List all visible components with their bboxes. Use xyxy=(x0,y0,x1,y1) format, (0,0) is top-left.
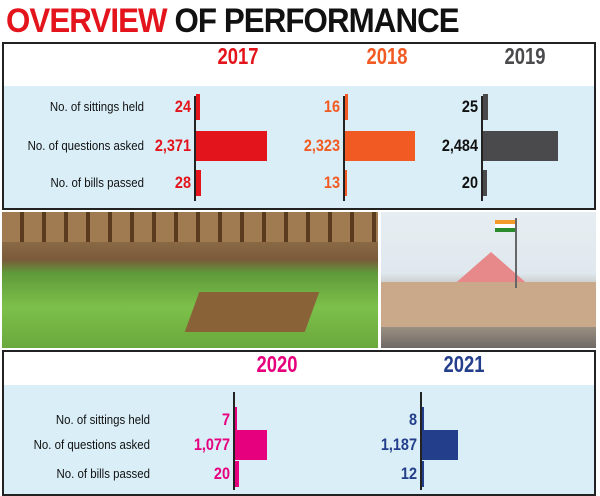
data-label: 7 xyxy=(221,410,230,429)
assembly-hall-photo xyxy=(2,212,378,348)
data-label: 20 xyxy=(461,173,478,192)
bar-2017-0 xyxy=(196,94,201,120)
assembly-building-photo xyxy=(381,212,596,348)
data-label: 20 xyxy=(213,464,230,483)
category-label: No. of sittings held xyxy=(49,99,144,114)
data-label: 2,323 xyxy=(303,136,340,155)
year-heading-2017: 2017 xyxy=(217,43,259,69)
bar-2017-2 xyxy=(196,170,202,196)
building-facade xyxy=(381,282,596,327)
panel-background xyxy=(4,385,594,494)
bar-2018-0 xyxy=(345,94,348,120)
category-label: No. of questions asked xyxy=(33,437,151,452)
bar-2020-1 xyxy=(235,430,268,460)
axis-line xyxy=(233,392,235,490)
bar-2021-1 xyxy=(422,430,458,460)
data-label: 1,187 xyxy=(380,435,417,454)
data-label: 2,371 xyxy=(154,136,191,155)
flag-icon xyxy=(495,220,515,232)
bar-2019-0 xyxy=(483,94,488,120)
category-label: No. of sittings held xyxy=(55,412,150,427)
hall-table xyxy=(184,292,320,332)
panel-2017-2019 xyxy=(2,42,596,210)
data-label: 2,484 xyxy=(441,136,478,155)
category-label: No. of questions asked xyxy=(27,138,145,153)
bar-2021-0 xyxy=(422,407,424,433)
axis-line xyxy=(420,392,422,490)
year-heading-2019: 2019 xyxy=(504,43,546,69)
data-label: 16 xyxy=(323,97,340,116)
axis-line xyxy=(343,96,345,201)
data-label: 28 xyxy=(174,173,191,192)
bar-2019-1 xyxy=(483,131,558,161)
data-label: 25 xyxy=(461,97,478,116)
axis-line xyxy=(194,96,196,201)
data-label: 13 xyxy=(323,173,340,192)
title-rest: OF PERFORMANCE xyxy=(174,2,459,40)
bar-2018-1 xyxy=(345,131,415,161)
bar-2021-2 xyxy=(422,461,425,487)
data-label: 1,077 xyxy=(193,435,230,454)
panel-2020-2021 xyxy=(2,350,596,496)
bar-2019-2 xyxy=(483,170,487,196)
title-highlight: OVERVIEW xyxy=(6,2,168,40)
axis-line xyxy=(481,96,483,201)
data-label: 24 xyxy=(174,97,191,116)
hall-wall xyxy=(2,212,378,242)
data-label: 12 xyxy=(400,464,417,483)
year-heading-2021: 2021 xyxy=(443,351,485,377)
category-label: No. of bills passed xyxy=(56,466,150,481)
bar-2018-2 xyxy=(345,170,348,196)
category-label: No. of bills passed xyxy=(50,175,144,190)
bar-2020-0 xyxy=(235,407,237,433)
year-heading-2018: 2018 xyxy=(366,43,408,69)
data-label: 8 xyxy=(408,410,417,429)
year-heading-2020: 2020 xyxy=(256,351,298,377)
flagpole xyxy=(515,218,517,288)
bar-2017-1 xyxy=(196,131,268,161)
bar-2020-2 xyxy=(235,461,239,487)
page-title: OVERVIEW OF PERFORMANCE xyxy=(6,2,460,41)
